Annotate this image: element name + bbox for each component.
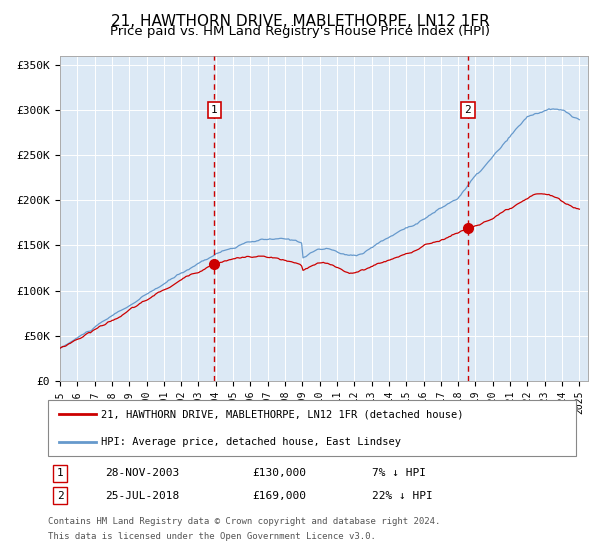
- Text: 2: 2: [464, 105, 471, 115]
- Text: 1: 1: [211, 105, 218, 115]
- Text: 25-JUL-2018: 25-JUL-2018: [105, 491, 179, 501]
- Text: HPI: Average price, detached house, East Lindsey: HPI: Average price, detached house, East…: [101, 437, 401, 447]
- Text: £130,000: £130,000: [252, 468, 306, 478]
- Text: 21, HAWTHORN DRIVE, MABLETHORPE, LN12 1FR (detached house): 21, HAWTHORN DRIVE, MABLETHORPE, LN12 1F…: [101, 409, 463, 419]
- Text: 22% ↓ HPI: 22% ↓ HPI: [372, 491, 433, 501]
- Text: 21, HAWTHORN DRIVE, MABLETHORPE, LN12 1FR: 21, HAWTHORN DRIVE, MABLETHORPE, LN12 1F…: [110, 14, 490, 29]
- FancyBboxPatch shape: [48, 400, 576, 456]
- Text: 7% ↓ HPI: 7% ↓ HPI: [372, 468, 426, 478]
- Text: 2: 2: [56, 491, 64, 501]
- Text: 28-NOV-2003: 28-NOV-2003: [105, 468, 179, 478]
- Text: Price paid vs. HM Land Registry's House Price Index (HPI): Price paid vs. HM Land Registry's House …: [110, 25, 490, 38]
- Text: £169,000: £169,000: [252, 491, 306, 501]
- Text: This data is licensed under the Open Government Licence v3.0.: This data is licensed under the Open Gov…: [48, 532, 376, 541]
- Text: Contains HM Land Registry data © Crown copyright and database right 2024.: Contains HM Land Registry data © Crown c…: [48, 517, 440, 526]
- Text: 1: 1: [56, 468, 64, 478]
